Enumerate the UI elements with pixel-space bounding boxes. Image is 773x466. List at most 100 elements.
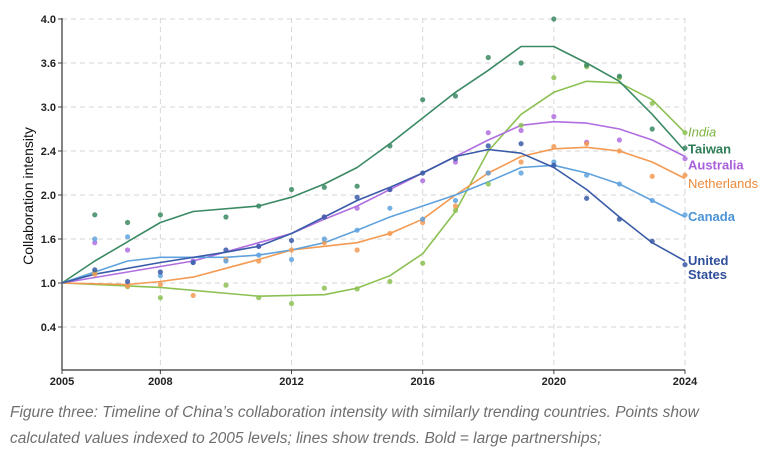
- point-taiwan: [616, 73, 623, 79]
- x-tick-label: 2024: [673, 376, 698, 388]
- point-united-states: [551, 162, 557, 168]
- point-taiwan: [321, 184, 327, 190]
- y-tick-label: 2.4: [41, 146, 57, 158]
- point-netherlands: [682, 172, 688, 178]
- trend-line-united-states: [61, 148, 686, 284]
- x-tick-label: 2016: [410, 376, 434, 388]
- point-netherlands: [584, 141, 590, 147]
- point-india: [157, 295, 163, 301]
- point-taiwan: [452, 93, 459, 99]
- point-india: [682, 130, 688, 136]
- point-netherlands: [321, 240, 327, 246]
- point-united-states: [518, 141, 524, 147]
- x-tick-label: 2005: [50, 376, 74, 388]
- point-india: [420, 260, 426, 266]
- series-label-netherlands: Netherlands: [688, 176, 759, 191]
- data-points: [92, 16, 688, 307]
- point-united-states: [452, 156, 459, 162]
- series-label-line: Canada: [688, 209, 736, 224]
- tick-labels: 0.4 1.0 1.6 2.0 2.4 3.0 3.6 4.0 2005 2008 2012 2016…: [41, 14, 698, 388]
- point-canada: [288, 256, 295, 263]
- point-netherlands: [452, 203, 459, 209]
- point-india: [485, 181, 491, 187]
- point-netherlands: [190, 292, 196, 299]
- series-label-taiwan: Taiwan: [688, 142, 731, 157]
- series-label-line: India: [688, 125, 716, 140]
- x-tick-label: 2012: [279, 376, 303, 388]
- point-canada: [420, 216, 426, 222]
- point-india: [354, 286, 360, 292]
- point-united-states: [223, 247, 229, 253]
- point-india: [452, 207, 459, 213]
- point-taiwan: [485, 54, 491, 61]
- point-taiwan: [551, 16, 557, 22]
- point-netherlands: [387, 230, 393, 237]
- point-australia: [616, 137, 623, 143]
- point-taiwan: [584, 62, 590, 68]
- trend-line-canada: [61, 164, 686, 284]
- point-united-states: [584, 195, 590, 201]
- point-united-states: [157, 269, 163, 275]
- point-taiwan: [682, 145, 688, 151]
- point-india: [321, 285, 327, 291]
- point-netherlands: [518, 159, 524, 165]
- point-netherlands: [616, 148, 623, 154]
- trend-line-taiwan: [61, 45, 686, 284]
- series-label-line: United: [688, 253, 729, 268]
- y-tick-label: 4.0: [41, 14, 56, 26]
- point-india: [223, 282, 229, 288]
- point-netherlands: [157, 281, 163, 288]
- point-united-states: [190, 259, 196, 266]
- point-india: [256, 295, 262, 301]
- point-netherlands: [649, 173, 655, 179]
- point-taiwan: [92, 212, 98, 218]
- point-taiwan: [256, 203, 262, 209]
- figure-caption: Figure three: Timeline of China’s collab…: [10, 404, 699, 447]
- point-india: [518, 122, 524, 128]
- trend-lines: [61, 45, 686, 297]
- chart: 0.4 1.0 1.6 2.0 2.4 3.0 3.6 4.0 2005 2008 2012 2016…: [20, 14, 759, 388]
- point-united-states: [616, 216, 623, 222]
- point-canada: [124, 234, 131, 240]
- point-india: [288, 300, 295, 307]
- point-taiwan: [124, 219, 131, 226]
- series-label-line: States: [688, 267, 727, 282]
- y-tick-label: 1.6: [41, 234, 56, 246]
- point-canada: [387, 205, 393, 211]
- series-label-line: Netherlands: [688, 176, 759, 191]
- y-tick-label: 3.0: [41, 102, 56, 114]
- trend-line-australia: [61, 120, 686, 284]
- series-label-australia: Australia: [688, 157, 744, 172]
- point-united-states: [387, 186, 393, 193]
- point-india: [649, 100, 655, 106]
- point-taiwan: [649, 126, 655, 132]
- y-tick-label: 2.0: [41, 190, 56, 202]
- point-canada: [157, 273, 163, 279]
- point-taiwan: [420, 97, 426, 103]
- series-label-line: Taiwan: [688, 142, 731, 157]
- point-canada: [485, 170, 491, 176]
- point-australia: [485, 130, 491, 136]
- y-axis-label: Collaboration intensity: [20, 127, 36, 265]
- point-united-states: [92, 267, 98, 273]
- point-united-states: [354, 194, 360, 200]
- point-netherlands: [256, 258, 262, 264]
- point-australia: [420, 178, 426, 184]
- point-canada: [354, 227, 360, 233]
- point-united-states: [485, 143, 491, 149]
- point-india: [387, 278, 393, 285]
- point-canada: [321, 236, 327, 242]
- point-united-states: [420, 170, 426, 176]
- point-australia: [682, 156, 688, 162]
- point-taiwan: [223, 214, 229, 220]
- point-canada: [682, 212, 688, 218]
- y-tick-label: 1.0: [41, 278, 56, 290]
- point-netherlands: [124, 283, 131, 289]
- series-label-united-states: United States: [688, 253, 729, 282]
- point-canada: [256, 252, 262, 258]
- point-taiwan: [387, 143, 393, 149]
- point-taiwan: [157, 212, 163, 218]
- series-label-line: Australia: [688, 157, 744, 172]
- series-label-india: India: [688, 125, 716, 140]
